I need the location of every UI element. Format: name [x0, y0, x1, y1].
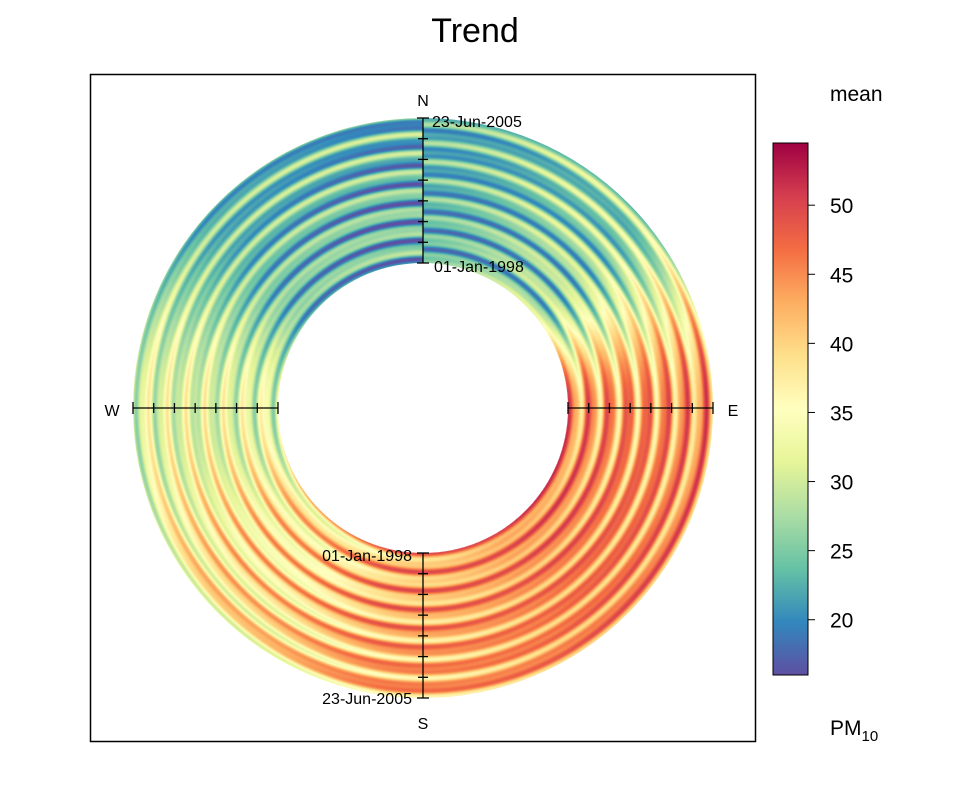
- colorbar-pollutant-label: PM10: [830, 717, 878, 745]
- colorbar: [772, 142, 809, 676]
- north-outer-date-label: 23-Jun-2005: [432, 114, 522, 131]
- compass-west-label: W: [104, 403, 120, 420]
- radial-axes: [132, 117, 714, 699]
- colorbar-tick-label: 30: [830, 472, 853, 495]
- chart-title: Trend: [431, 12, 519, 50]
- south-inner-date-label: 01-Jan-1998: [322, 548, 412, 565]
- pollutant-subscript: 10: [862, 728, 879, 745]
- colorbar-tick-label: 20: [830, 610, 853, 633]
- compass-south-label: S: [418, 716, 429, 733]
- colorbar-statistic-label: mean: [830, 83, 883, 106]
- colorbar-tick-label: 45: [830, 264, 853, 287]
- compass-east-label: E: [728, 403, 739, 420]
- south-outer-date-label: 23-Jun-2005: [322, 691, 412, 708]
- colorbar-tick-label: 40: [830, 333, 853, 356]
- pollutant-name: PM: [830, 717, 862, 740]
- colorbar-tick-label: 35: [830, 402, 853, 425]
- colorbar-tick-label: 50: [830, 195, 853, 218]
- colorbar-ticks: 20 25 30 35 40 45 50: [808, 195, 853, 633]
- north-inner-date-label: 01-Jan-1998: [434, 259, 524, 276]
- compass-north-label: N: [417, 93, 429, 110]
- colorbar-tick-label: 25: [830, 541, 853, 564]
- plot-frame: [89, 73, 757, 743]
